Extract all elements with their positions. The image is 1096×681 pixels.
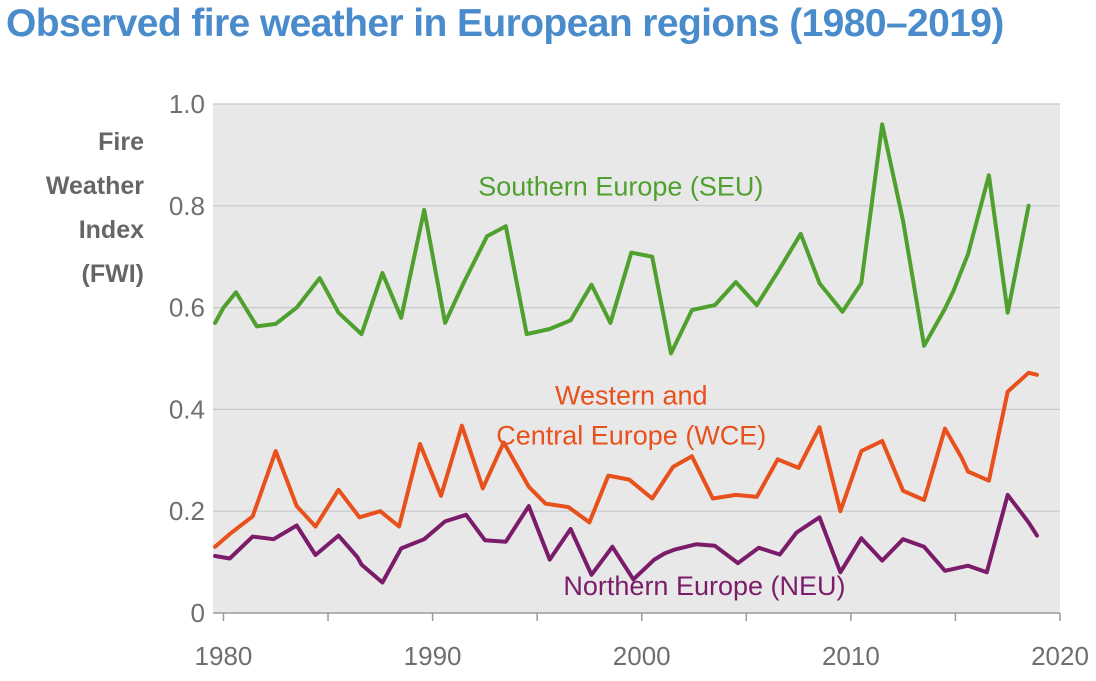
plot-area (213, 104, 1060, 613)
x-tick-label: 1990 (404, 641, 462, 671)
series-labels: Southern Europe (SEU) Western and Central … (478, 172, 845, 602)
y-axis-label-line-3: Index (78, 216, 144, 244)
series-line-seu (213, 122, 1031, 356)
series-lines (213, 122, 1039, 585)
x-tick-label: 1980 (195, 641, 253, 671)
y-axis-label-line-1: Fire (98, 128, 144, 156)
chart-title: Observed fire weather in European region… (6, 2, 1004, 45)
series-label-seu: Southern Europe (SEU) (478, 172, 763, 202)
y-axis-label-line-2: Weather (45, 172, 144, 200)
y-axis-label: Fire Weather Index (FWI) (20, 120, 144, 296)
axes: 0 0.2 0.4 0.6 0.8 1.0 1980 1990 2000 2010 2020 (169, 89, 1089, 671)
y-tick-label: 0 (191, 598, 205, 628)
series-label-neu: Northern Europe (NEU) (563, 571, 845, 601)
x-tick-label: 2010 (822, 641, 880, 671)
y-axis-label-line-4: (FWI) (81, 260, 144, 288)
y-tick-label: 0.4 (169, 394, 205, 424)
series-label-wce: Central Europe (WCE) (496, 420, 766, 450)
series-label-wce: Western and (555, 380, 708, 410)
series-line-neu (213, 492, 1039, 585)
x-tick-label: 2020 (1031, 641, 1089, 671)
x-tick-label: 2000 (613, 641, 671, 671)
y-tick-label: 0.8 (169, 191, 205, 221)
series-line-wce (213, 370, 1039, 549)
y-tick-label: 1.0 (169, 89, 205, 119)
y-tick-label: 0.6 (169, 293, 205, 323)
y-tick-label: 0.2 (169, 496, 205, 526)
